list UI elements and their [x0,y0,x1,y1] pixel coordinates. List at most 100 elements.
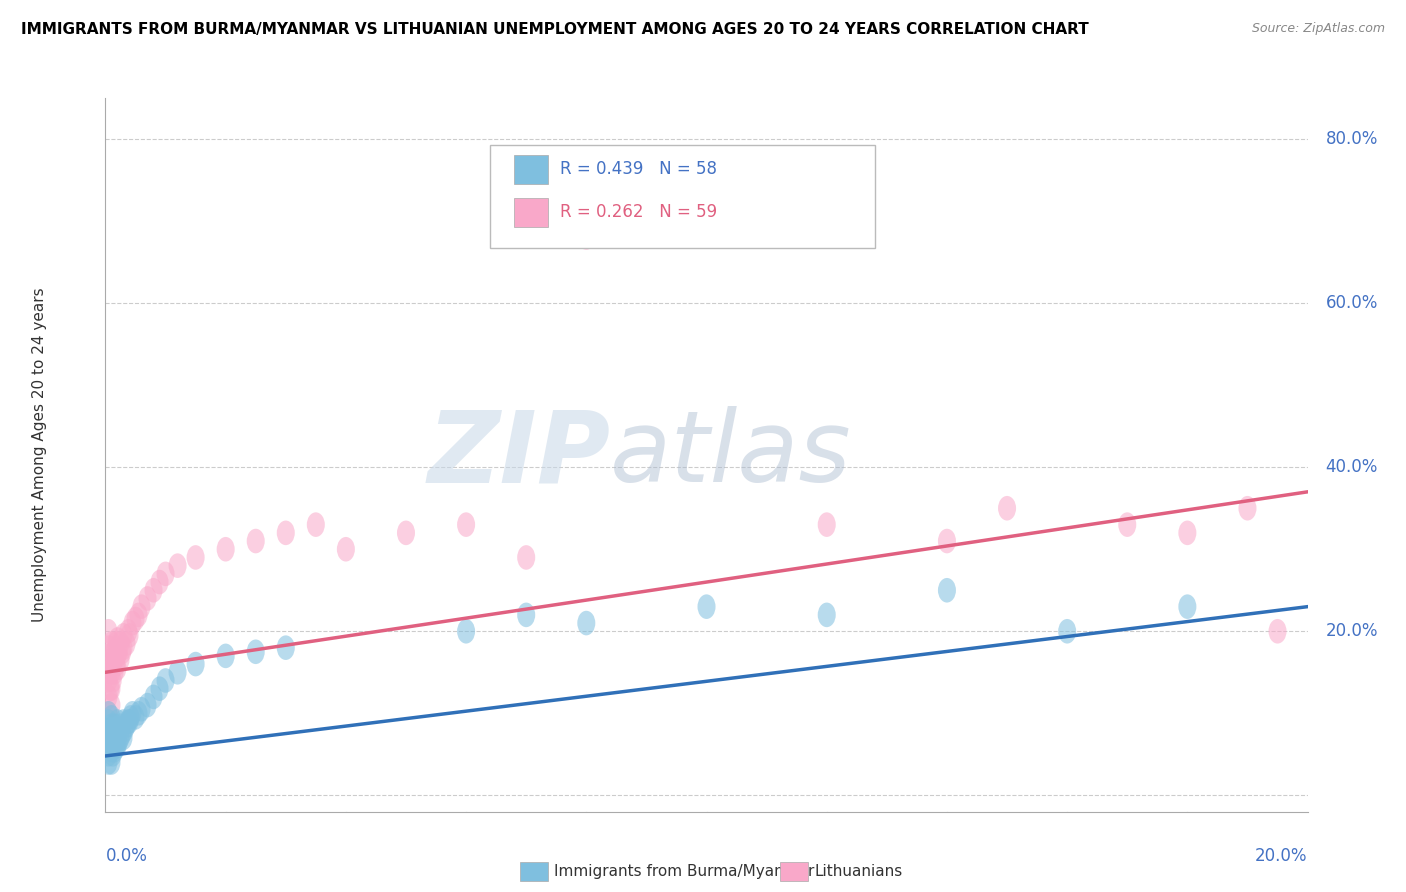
Ellipse shape [100,635,118,660]
Ellipse shape [150,570,169,594]
Ellipse shape [217,537,235,562]
Text: 0.0%: 0.0% [105,847,148,865]
Ellipse shape [100,660,118,684]
Ellipse shape [818,512,835,537]
Text: 40.0%: 40.0% [1326,458,1378,476]
Ellipse shape [129,701,148,725]
Text: 80.0%: 80.0% [1326,130,1378,148]
Ellipse shape [114,709,132,734]
Ellipse shape [104,668,122,693]
Ellipse shape [337,537,354,562]
Ellipse shape [122,705,139,730]
Ellipse shape [104,652,122,676]
Ellipse shape [120,619,138,643]
Ellipse shape [1178,594,1197,619]
FancyBboxPatch shape [515,155,548,184]
Ellipse shape [103,722,121,746]
Ellipse shape [145,684,163,709]
Ellipse shape [114,624,132,648]
Ellipse shape [139,693,156,717]
Ellipse shape [111,632,129,656]
Ellipse shape [100,709,118,734]
Ellipse shape [217,643,235,668]
Ellipse shape [114,640,131,664]
Ellipse shape [118,714,135,738]
Ellipse shape [517,545,536,570]
Ellipse shape [246,529,264,553]
Text: atlas: atlas [610,407,852,503]
Ellipse shape [517,603,536,627]
Ellipse shape [1118,512,1136,537]
Ellipse shape [1239,496,1257,521]
Ellipse shape [114,725,132,750]
Ellipse shape [103,648,121,673]
Ellipse shape [246,640,264,664]
Ellipse shape [121,624,139,648]
Ellipse shape [100,701,118,725]
Ellipse shape [103,660,121,684]
Ellipse shape [110,730,128,755]
Text: Lithuanians: Lithuanians [814,864,903,879]
Ellipse shape [1178,521,1197,545]
Ellipse shape [100,701,118,725]
FancyBboxPatch shape [515,198,548,227]
Text: ZIP: ZIP [427,407,610,503]
Ellipse shape [277,635,295,660]
Ellipse shape [100,742,118,766]
Ellipse shape [120,709,138,734]
Ellipse shape [103,632,121,656]
Ellipse shape [132,594,150,619]
Ellipse shape [998,496,1017,521]
Ellipse shape [938,529,956,553]
Ellipse shape [938,578,956,603]
Ellipse shape [1268,619,1286,643]
Ellipse shape [111,714,129,738]
Ellipse shape [114,635,132,660]
Text: 20.0%: 20.0% [1326,623,1378,640]
Ellipse shape [105,660,124,684]
Ellipse shape [100,668,118,693]
Ellipse shape [124,611,142,635]
Ellipse shape [110,640,128,664]
Ellipse shape [100,722,118,746]
Ellipse shape [187,652,205,676]
Ellipse shape [103,730,121,755]
Ellipse shape [457,619,475,643]
Text: Immigrants from Burma/Myanmar: Immigrants from Burma/Myanmar [554,864,814,879]
Text: Unemployment Among Ages 20 to 24 years: Unemployment Among Ages 20 to 24 years [32,287,46,623]
Ellipse shape [100,725,118,750]
Ellipse shape [107,722,125,746]
Ellipse shape [107,734,125,758]
Ellipse shape [107,632,125,656]
Ellipse shape [103,738,121,763]
Ellipse shape [818,603,835,627]
Ellipse shape [100,652,118,676]
Ellipse shape [307,512,325,537]
Ellipse shape [139,586,156,611]
Ellipse shape [103,676,121,701]
Ellipse shape [103,705,121,730]
Ellipse shape [108,627,127,652]
Ellipse shape [169,660,187,684]
Ellipse shape [108,656,127,681]
Ellipse shape [111,648,129,673]
Ellipse shape [108,734,127,758]
Ellipse shape [105,725,124,750]
Ellipse shape [103,750,121,775]
Ellipse shape [156,562,174,586]
Ellipse shape [127,607,145,632]
FancyBboxPatch shape [491,145,875,248]
Ellipse shape [114,722,131,746]
Ellipse shape [100,619,118,643]
Ellipse shape [115,717,134,742]
Ellipse shape [108,722,127,746]
Ellipse shape [150,676,169,701]
Ellipse shape [107,652,125,676]
Ellipse shape [111,725,129,750]
Ellipse shape [104,730,122,755]
Ellipse shape [121,709,139,734]
Text: IMMIGRANTS FROM BURMA/MYANMAR VS LITHUANIAN UNEMPLOYMENT AMONG AGES 20 TO 24 YEA: IMMIGRANTS FROM BURMA/MYANMAR VS LITHUAN… [21,22,1088,37]
Ellipse shape [101,676,120,701]
Ellipse shape [105,714,124,738]
Ellipse shape [118,632,135,656]
